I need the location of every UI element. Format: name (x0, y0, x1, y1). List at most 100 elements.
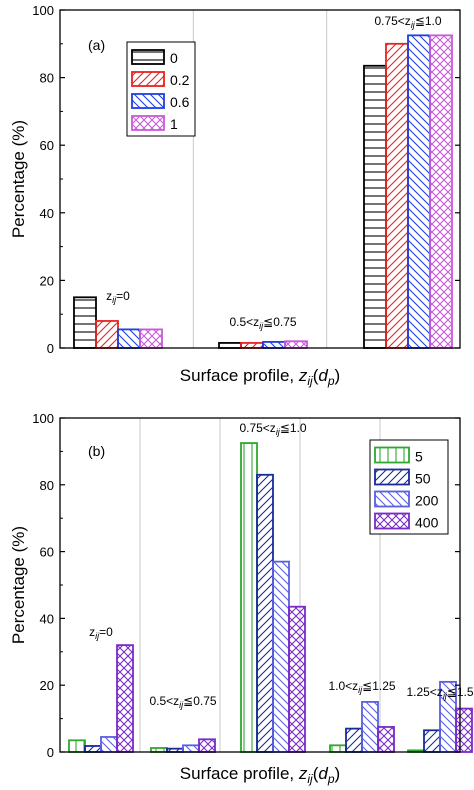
legend-label-1: 0.2 (170, 72, 190, 88)
range-annotation-1: 0.5<zij≦0.75 (149, 694, 216, 710)
y-axis-title: Percentage (%) (9, 120, 28, 238)
x-axis-title-sub: ij (307, 772, 313, 786)
bar-a-s0-c0 (73, 296, 97, 349)
range-annotation-3-suffix: ≦1.25 (362, 679, 396, 693)
chart-panel-a: 0 20 40 60 80 100 Percentage (%) Surface profil… (9, 3, 461, 388)
range-annotation-1-suffix: ≦0.75 (183, 694, 217, 708)
range-annotation-2: 0.75<zij≦1.0 (374, 14, 441, 30)
bar-b-s3-c3 (377, 726, 395, 753)
bar-a-s2-c2 (407, 34, 431, 349)
range-annotation-1-subscript: ij (179, 700, 184, 710)
y-axis-title: Percentage (%) (9, 526, 28, 644)
panel-label: (b) (88, 443, 105, 459)
bar-a-s3-c1 (284, 340, 308, 349)
y-tick-label: 40 (40, 611, 54, 626)
bar-a-s0-c1 (218, 342, 242, 349)
range-annotation-1-prefix: 0.5<z (229, 315, 259, 329)
legend-swatch-0 (374, 446, 410, 464)
range-annotation-2-subscript: ij (276, 427, 281, 437)
range-annotation-1-prefix: 0.5<z (149, 694, 179, 708)
y-tick-label: 80 (40, 478, 54, 493)
x-axis-title-dsub: p (327, 374, 335, 388)
chart-panel-b: 0 20 40 60 80 100 Percentage (%) Surface profil… (9, 411, 474, 786)
range-annotation-0: zij=0 (89, 625, 113, 641)
legend-swatch-3 (131, 115, 165, 131)
legend-swatch-0 (131, 49, 165, 65)
x-axis-title-z: z (298, 366, 308, 385)
range-annotation-0-subscript: ij (95, 631, 100, 641)
legend-label-0: 0 (170, 50, 178, 66)
bar-b-s0-c3 (329, 744, 347, 753)
legend-label-2: 0.6 (170, 94, 190, 110)
legend-label-3: 1 (170, 116, 178, 132)
bar-b-s2-c2 (272, 560, 290, 753)
x-axis-title-close: ) (335, 366, 341, 385)
x-axis-title-d: d (318, 764, 328, 783)
x-axis-title-dsub: p (327, 772, 335, 786)
y-tick-label: 40 (40, 206, 54, 221)
range-annotation-3-subscript: ij (358, 685, 363, 695)
legend-swatch-3 (374, 512, 410, 530)
bar-b-s2-c0 (100, 736, 118, 753)
bar-b-s0-c0 (68, 739, 86, 753)
panel-label: (a) (88, 37, 105, 53)
bar-b-s1-c4 (423, 729, 441, 753)
y-tick-label: 60 (40, 545, 54, 560)
bar-b-s3-c4 (455, 707, 473, 753)
x-axis-title: Surface profile, zij(dp) (180, 764, 340, 786)
bar-a-s2-c1 (262, 341, 286, 349)
bar-b-s3-c2 (288, 605, 306, 753)
bar-b-s3-c1 (198, 738, 216, 753)
legend-label-3: 400 (415, 515, 439, 531)
x-axis-title-sub: ij (307, 374, 313, 388)
range-annotation-1: 0.5<zij≦0.75 (229, 315, 296, 331)
range-annotation-1-subscript: ij (259, 321, 264, 331)
range-annotation-4-subscript: ij (443, 691, 448, 701)
legend: 0 0.2 0.6 1 (126, 41, 196, 137)
x-axis-title-main: Surface profile, (180, 764, 299, 783)
x-axis-title-z: z (298, 764, 308, 783)
y-tick-label: 0 (47, 341, 54, 356)
range-annotation-2-suffix: ≦1.0 (415, 14, 442, 28)
y-tick-label: 0 (47, 745, 54, 760)
range-annotation-2: 0.75<zij≦1.0 (239, 421, 306, 437)
y-tick-label: 60 (40, 138, 54, 153)
legend-swatch-1 (374, 468, 410, 486)
bar-b-s2-c3 (361, 701, 379, 753)
x-axis-title-open: ( (313, 764, 319, 783)
legend-label-2: 200 (415, 493, 439, 509)
y-tick-label: 100 (32, 3, 54, 18)
bar-b-s3-c0 (116, 644, 134, 753)
range-annotation-2-subscript: ij (411, 20, 416, 30)
range-annotation-4-prefix: 1.25<z (406, 685, 442, 699)
range-annotation-1-suffix: ≦0.75 (263, 315, 297, 329)
legend: 5 50 200 400 (369, 439, 449, 535)
bar-a-s1-c0 (95, 320, 119, 349)
legend-swatch-2 (374, 490, 410, 508)
bar-b-s2-c1 (182, 744, 200, 753)
bar-b-s1-c3 (345, 727, 363, 753)
range-annotation-0-prefix: z (106, 289, 112, 303)
legend-swatch-1 (131, 71, 165, 87)
range-annotation-3: 1.0<zij≦1.25 (328, 679, 395, 695)
range-annotation-2-prefix: 0.75<z (239, 421, 275, 435)
x-axis-title-main: Surface profile, (180, 366, 299, 385)
bar-a-s0-c2 (363, 64, 387, 349)
x-axis-title: Surface profile, zij(dp) (180, 366, 340, 388)
x-axis-title-close: ) (335, 764, 341, 783)
y-tick-label: 20 (40, 678, 54, 693)
bar-a-s3-c2 (429, 34, 453, 349)
bar-b-s0-c2 (240, 442, 258, 753)
range-annotation-0-suffix: =0 (116, 289, 130, 303)
bar-a-s1-c2 (385, 42, 409, 349)
range-annotation-0-prefix: z (89, 625, 95, 639)
bar-a-s1-c1 (240, 342, 264, 349)
x-axis-title-open: ( (313, 366, 319, 385)
x-axis-title-d: d (318, 366, 328, 385)
bar-a-s3-c0 (139, 328, 163, 349)
range-annotation-2-suffix: ≦1.0 (280, 421, 307, 435)
range-annotation-0-suffix: =0 (99, 625, 113, 639)
range-annotation-4: 1.25<zij≦1.5 (406, 685, 473, 701)
bar-b-s1-c2 (256, 473, 274, 753)
